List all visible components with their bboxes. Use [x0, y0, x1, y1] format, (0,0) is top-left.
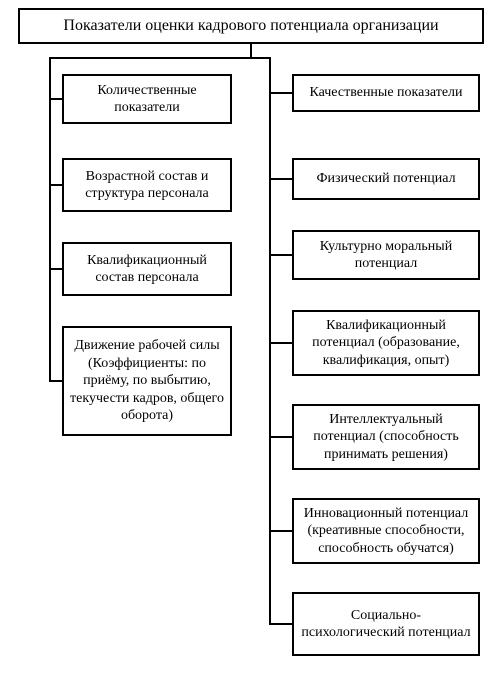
root-box: Показатели оценки кадрового потенциала о…	[18, 8, 484, 44]
right-item-box: Квалификационный потенциал (образование,…	[292, 310, 480, 376]
left-item-box: Возрастной состав и структура персонала	[62, 158, 232, 212]
right-header-label: Качественные показатели	[309, 84, 462, 102]
right-item-label: Интеллектуальный потенциал (способность …	[300, 411, 472, 464]
right-item-label: Инновационный потенциал (креативные спос…	[300, 505, 472, 558]
left-header-box: Количественные показатели	[62, 74, 232, 124]
right-item-box: Физический потенциал	[292, 158, 480, 200]
right-item-box: Интеллектуальный потенциал (способность …	[292, 404, 480, 470]
right-item-box: Инновационный потенциал (креативные спос…	[292, 498, 480, 564]
left-item-label: Квалификационный состав персонала	[70, 252, 224, 287]
right-item-box: Культурно моральный потенциал	[292, 230, 480, 280]
right-item-label: Социально-психологический потенциал	[300, 607, 472, 642]
right-item-label: Культурно моральный потенциал	[300, 238, 472, 273]
right-header-box: Качественные показатели	[292, 74, 480, 112]
left-item-box: Движение рабочей силы (Коэффициенты: по …	[62, 326, 232, 436]
right-item-label: Квалификационный потенциал (образование,…	[300, 317, 472, 370]
right-item-box: Социально-психологический потенциал	[292, 592, 480, 656]
root-label: Показатели оценки кадрового потенциала о…	[63, 16, 438, 36]
left-item-label: Возрастной состав и структура персонала	[70, 168, 224, 203]
diagram-stage: Показатели оценки кадрового потенциала о…	[0, 0, 502, 680]
left-item-box: Квалификационный состав персонала	[62, 242, 232, 296]
right-item-label: Физический потенциал	[316, 170, 455, 188]
left-header-label: Количественные показатели	[70, 82, 224, 117]
left-item-label: Движение рабочей силы (Коэффициенты: по …	[70, 337, 224, 425]
